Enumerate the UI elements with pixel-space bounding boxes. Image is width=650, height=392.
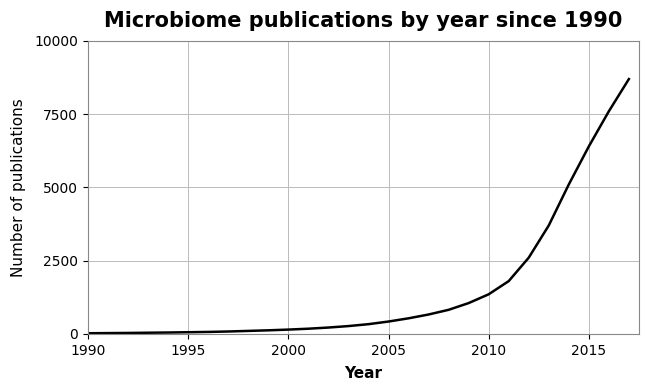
X-axis label: Year: Year	[344, 366, 382, 381]
Title: Microbiome publications by year since 1990: Microbiome publications by year since 19…	[104, 11, 623, 31]
Y-axis label: Number of publications: Number of publications	[11, 98, 26, 277]
